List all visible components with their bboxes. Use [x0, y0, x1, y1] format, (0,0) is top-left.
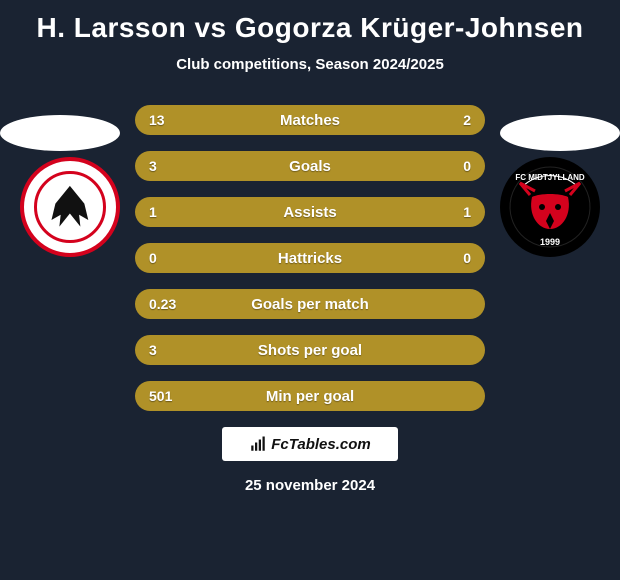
- stat-left-value: 13: [149, 112, 187, 128]
- subtitle: Club competitions, Season 2024/2025: [0, 56, 620, 73]
- stat-label: Min per goal: [266, 388, 354, 405]
- svg-text:FC MIDTJYLLAND: FC MIDTJYLLAND: [515, 173, 585, 182]
- footer-logo[interactable]: FcTables.com: [222, 427, 398, 461]
- stat-right-value: 0: [433, 250, 471, 266]
- stat-label: Hattricks: [278, 250, 342, 267]
- stat-label: Shots per goal: [258, 342, 362, 359]
- page-title: H. Larsson vs Gogorza Krüger-Johnsen: [0, 0, 620, 44]
- stat-label: Goals per match: [251, 296, 369, 313]
- comparison-container: FC MIDTJYLLAND 1999 13 Matches 2 3 Goals…: [0, 91, 620, 411]
- stat-left-value: 3: [149, 158, 187, 174]
- stat-row-matches: 13 Matches 2: [135, 105, 485, 135]
- stat-label: Assists: [283, 204, 336, 221]
- footer-site-name: FcTables.com: [271, 436, 370, 453]
- stat-right-value: 1: [433, 204, 471, 220]
- wolf-head-icon: FC MIDTJYLLAND 1999: [500, 157, 600, 257]
- eagle-icon: [37, 174, 103, 240]
- date-label: 25 november 2024: [0, 477, 620, 494]
- stat-row-goals: 3 Goals 0: [135, 151, 485, 181]
- left-club-crest: [20, 157, 120, 257]
- stat-left-value: 1: [149, 204, 187, 220]
- chart-icon: [249, 435, 267, 453]
- stat-label: Goals: [289, 158, 331, 175]
- stat-row-hattricks: 0 Hattricks 0: [135, 243, 485, 273]
- stat-row-goals-per-match: 0.23 Goals per match: [135, 289, 485, 319]
- stat-left-value: 0: [149, 250, 187, 266]
- right-club-crest: FC MIDTJYLLAND 1999: [500, 157, 600, 257]
- stat-row-shots-per-goal: 3 Shots per goal: [135, 335, 485, 365]
- stat-left-value: 501: [149, 388, 187, 404]
- stat-label: Matches: [280, 112, 340, 129]
- stat-left-value: 0.23: [149, 296, 187, 312]
- stat-row-assists: 1 Assists 1: [135, 197, 485, 227]
- stat-row-min-per-goal: 501 Min per goal: [135, 381, 485, 411]
- left-player-avatar-placeholder: [0, 115, 120, 151]
- stat-right-value: 0: [433, 158, 471, 174]
- stat-right-value: 2: [433, 112, 471, 128]
- svg-text:1999: 1999: [540, 237, 560, 247]
- right-player-avatar-placeholder: [500, 115, 620, 151]
- stat-left-value: 3: [149, 342, 187, 358]
- stats-list: 13 Matches 2 3 Goals 0 1 Assists 1 0 Hat…: [135, 91, 485, 411]
